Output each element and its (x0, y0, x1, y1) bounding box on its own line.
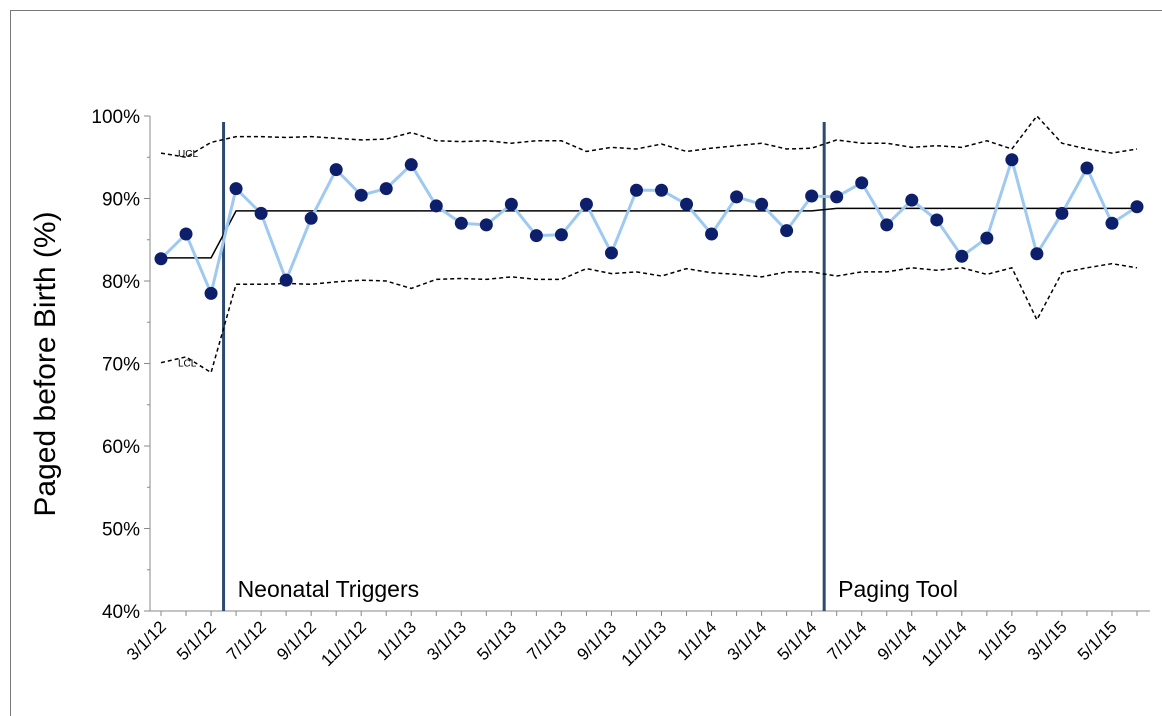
phase-label: Neonatal Triggers (238, 576, 420, 602)
data-point (254, 206, 268, 220)
data-point (454, 216, 468, 230)
data-point (855, 176, 869, 190)
x-tick-label: 7/1/14 (824, 617, 871, 664)
data-point (629, 183, 643, 197)
data-point (780, 224, 794, 238)
data-point (655, 183, 669, 197)
data-point (980, 231, 994, 245)
x-tick-label: 1/1/15 (974, 617, 1021, 664)
data-point (279, 273, 293, 287)
x-tick-label: 5/1/15 (1074, 617, 1121, 664)
limit-label: UCL (178, 149, 198, 160)
x-tick-label: 1/1/14 (674, 617, 721, 664)
data-point (1080, 161, 1094, 175)
data-point (730, 190, 744, 204)
data-point (479, 218, 493, 232)
data-point (329, 163, 343, 177)
x-tick-label: 11/1/14 (918, 617, 971, 670)
data-point (379, 182, 393, 196)
x-tick-label: 9/1/14 (874, 617, 921, 664)
data-point (604, 246, 618, 260)
x-tick-label: 5/1/13 (473, 617, 520, 664)
x-tick-label: 5/1/12 (173, 617, 220, 664)
x-tick-label: 3/1/13 (423, 617, 470, 664)
data-point (529, 229, 543, 243)
data-point (154, 252, 168, 266)
y-tick-label: 50% (102, 520, 140, 541)
data-point (554, 228, 568, 242)
x-tick-label: 1/1/13 (373, 617, 420, 664)
data-point (930, 213, 944, 227)
x-tick-label: 5/1/14 (774, 617, 821, 664)
y-tick-label: 70% (102, 355, 140, 376)
y-tick-label: 100% (91, 107, 140, 128)
data-point (304, 211, 318, 225)
data-point (1005, 153, 1019, 167)
data-point (404, 158, 418, 172)
x-tick-label: 11/1/12 (317, 617, 370, 670)
y-tick-label: 80% (102, 272, 140, 293)
data-line (159, 154, 1138, 299)
y-axis-title: Paged before Birth (%) (29, 211, 62, 516)
data-point (429, 199, 443, 213)
data-point (830, 190, 844, 204)
y-tick-label: 40% (102, 602, 140, 623)
data-point (579, 197, 593, 211)
data-point (1105, 216, 1119, 230)
data-point (955, 249, 969, 263)
data-point (204, 286, 218, 300)
y-tick-label: 90% (102, 190, 140, 211)
data-point (504, 197, 518, 211)
y-tick-label: 60% (102, 437, 140, 458)
data-point (805, 189, 819, 203)
control-limit (160, 262, 1138, 374)
data-point (1055, 206, 1069, 220)
x-tick-label: 11/1/13 (618, 617, 671, 670)
data-point (705, 227, 719, 241)
x-tick-label: 9/1/12 (273, 617, 320, 664)
data-point (755, 197, 769, 211)
data-point (229, 182, 243, 196)
control-limit (160, 114, 1138, 159)
x-tick-label: 3/1/12 (123, 617, 170, 664)
data-point (179, 227, 193, 241)
data-point (680, 197, 694, 211)
x-tick-label: 7/1/13 (523, 617, 570, 664)
limit-label: LCL (178, 359, 197, 370)
data-point (354, 188, 368, 202)
x-tick-label: 3/1/15 (1024, 617, 1071, 664)
data-point (1130, 200, 1144, 214)
x-tick-label: 7/1/12 (223, 617, 270, 664)
data-point (905, 193, 919, 207)
data-point (880, 218, 894, 232)
phase-label: Paging Tool (838, 576, 958, 602)
frame (10, 10, 1162, 716)
x-tick-label: 9/1/13 (573, 617, 620, 664)
center-line (161, 207, 1137, 259)
x-tick-label: 3/1/14 (724, 617, 771, 664)
data-point (1030, 247, 1044, 261)
